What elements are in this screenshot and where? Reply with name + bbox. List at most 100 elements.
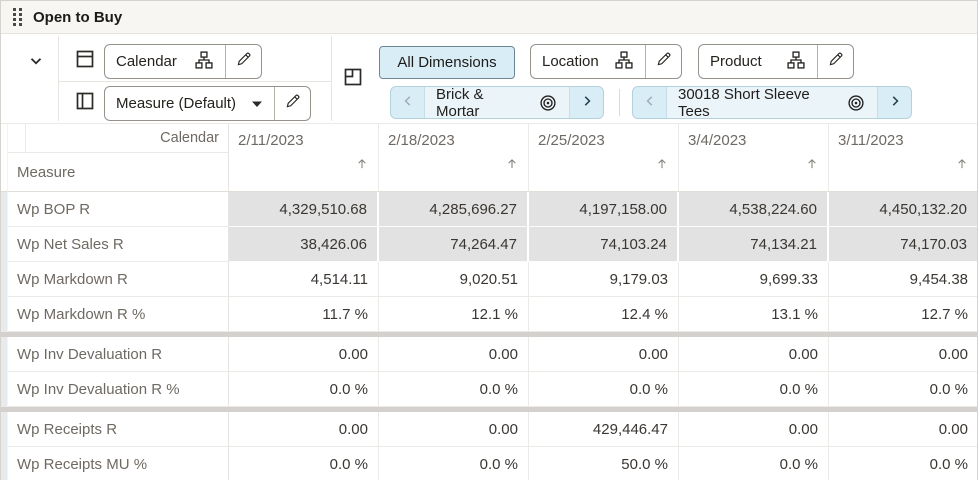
grid-cell[interactable]: 0.0 % xyxy=(529,372,679,407)
row-group-separator xyxy=(1,407,977,412)
target-icon[interactable] xyxy=(846,93,866,113)
toolbar-divider xyxy=(331,36,332,121)
grid-cell[interactable]: 0.0 % xyxy=(679,372,829,407)
sort-ascending-icon[interactable] xyxy=(504,155,520,177)
grid-cell[interactable]: 4,450,132.20 xyxy=(829,192,977,227)
column-header[interactable]: 2/11/2023 xyxy=(229,124,379,192)
grid-cell[interactable]: 4,538,224.60 xyxy=(679,192,829,227)
grid-cell[interactable]: 4,197,158.00 xyxy=(529,192,679,227)
grid-cell[interactable]: 50.0 % xyxy=(529,447,679,480)
rows-layout-icon xyxy=(74,48,96,73)
product-next-button[interactable] xyxy=(878,87,911,118)
sort-ascending-icon[interactable] xyxy=(954,155,970,177)
sort-ascending-icon[interactable] xyxy=(654,155,670,177)
target-icon[interactable] xyxy=(538,93,558,113)
hierarchy-icon xyxy=(786,50,806,74)
edit-columns-axis-button[interactable] xyxy=(274,87,310,120)
column-header[interactable]: 3/4/2023 xyxy=(679,124,829,192)
columns-axis-button[interactable] xyxy=(72,89,98,115)
grid-cell[interactable]: 0.0 % xyxy=(229,372,379,407)
product-page-navigator: 30018 Short Sleeve Tees xyxy=(632,86,912,119)
rows-axis-button[interactable] xyxy=(72,47,98,73)
rows-axis-dimension[interactable]: Calendar xyxy=(105,45,225,78)
grid-cell[interactable]: 4,514.11 xyxy=(229,262,379,297)
grid-cell[interactable]: 0.00 xyxy=(379,337,529,372)
location-dimension[interactable]: Location xyxy=(531,45,645,78)
grid-cell[interactable]: 0.0 % xyxy=(829,447,977,480)
grid-cell[interactable]: 0.00 xyxy=(229,412,379,447)
column-header-label: 3/11/2023 xyxy=(838,132,904,149)
row-header[interactable]: Wp Markdown R % xyxy=(8,297,229,332)
grid-cell[interactable]: 74,170.03 xyxy=(829,227,977,262)
grid-cell[interactable]: 429,446.47 xyxy=(529,412,679,447)
grid-cell[interactable]: 4,329,510.68 xyxy=(229,192,379,227)
product-previous-button[interactable] xyxy=(633,87,666,118)
grid-cell[interactable]: 0.0 % xyxy=(379,447,529,480)
location-label: Location xyxy=(542,53,599,70)
row-header[interactable]: Wp Inv Devaluation R % xyxy=(8,372,229,407)
column-header[interactable]: 2/25/2023 xyxy=(529,124,679,192)
grid-cell[interactable]: 74,134.21 xyxy=(679,227,829,262)
toolbar-divider xyxy=(59,81,331,82)
grid-cell[interactable]: 38,426.06 xyxy=(229,227,379,262)
grid-cell[interactable]: 4,285,696.27 xyxy=(379,192,529,227)
grid-cell[interactable]: 12.4 % xyxy=(529,297,679,332)
grid-cell[interactable]: 0.00 xyxy=(829,337,977,372)
column-header[interactable]: 3/11/2023 xyxy=(829,124,977,192)
location-previous-button[interactable] xyxy=(391,87,424,118)
hierarchy-icon xyxy=(194,50,214,74)
row-header[interactable]: Wp Net Sales R xyxy=(8,227,229,262)
grid-cell[interactable]: 0.00 xyxy=(229,337,379,372)
row-group-separator xyxy=(1,332,977,337)
location-dimension-chip: Location xyxy=(530,44,682,79)
column-header-label: 2/11/2023 xyxy=(238,132,304,149)
chevron-left-icon xyxy=(401,94,415,111)
pivot-grid: Calendar Measure 2/11/2023 2/18/2023 2/25/20… xyxy=(1,123,977,480)
grid-cell[interactable]: 0.00 xyxy=(679,412,829,447)
pivot-icon xyxy=(342,66,364,91)
columns-axis-dropdown[interactable]: Measure (Default) xyxy=(105,87,274,120)
grid-gutter xyxy=(1,262,8,297)
grid-cell[interactable]: 74,264.47 xyxy=(379,227,529,262)
grid-cell[interactable]: 0.00 xyxy=(379,412,529,447)
pencil-icon xyxy=(827,50,845,73)
grid-cell[interactable]: 9,699.33 xyxy=(679,262,829,297)
grid-cell[interactable]: 9,179.03 xyxy=(529,262,679,297)
sort-ascending-icon[interactable] xyxy=(354,155,370,177)
drag-handle-icon[interactable] xyxy=(13,8,22,26)
grid-cell[interactable]: 0.0 % xyxy=(679,447,829,480)
rows-axis-label: Calendar xyxy=(116,53,177,70)
swap-axes-button[interactable] xyxy=(340,65,366,91)
grid-cell[interactable]: 11.7 % xyxy=(229,297,379,332)
row-header[interactable]: Wp Receipts R xyxy=(8,412,229,447)
row-header[interactable]: Wp Receipts MU % xyxy=(8,447,229,480)
grid-cell[interactable]: 9,454.38 xyxy=(829,262,977,297)
grid-cell[interactable]: 0.0 % xyxy=(229,447,379,480)
collapse-toolbar-button[interactable] xyxy=(19,48,53,76)
row-header[interactable]: Wp Markdown R xyxy=(8,262,229,297)
grid-cell[interactable]: 0.00 xyxy=(529,337,679,372)
product-dimension[interactable]: Product xyxy=(699,45,817,78)
location-next-button[interactable] xyxy=(570,87,603,118)
all-dimensions-button[interactable]: All Dimensions xyxy=(379,46,515,79)
sort-ascending-icon[interactable] xyxy=(804,155,820,177)
grid-cell[interactable]: 12.1 % xyxy=(379,297,529,332)
grid-cell[interactable]: 12.7 % xyxy=(829,297,977,332)
row-header[interactable]: Wp BOP R xyxy=(8,192,229,227)
edit-location-button[interactable] xyxy=(645,45,681,78)
row-header[interactable]: Wp Inv Devaluation R xyxy=(8,337,229,372)
grid-cell[interactable]: 0.00 xyxy=(829,412,977,447)
grid-cell[interactable]: 0.00 xyxy=(679,337,829,372)
grid-cell[interactable]: 13.1 % xyxy=(679,297,829,332)
grid-cell[interactable]: 9,020.51 xyxy=(379,262,529,297)
grid-cell[interactable]: 0.0 % xyxy=(829,372,977,407)
edit-rows-axis-button[interactable] xyxy=(225,45,261,78)
corner-top-row: Calendar xyxy=(8,124,228,153)
edit-product-button[interactable] xyxy=(817,45,853,78)
page-title: Open to Buy xyxy=(33,8,123,26)
grid-cell[interactable]: 0.0 % xyxy=(379,372,529,407)
grid-cell[interactable]: 74,103.24 xyxy=(529,227,679,262)
column-header[interactable]: 2/18/2023 xyxy=(379,124,529,192)
chevron-right-icon xyxy=(580,94,594,111)
